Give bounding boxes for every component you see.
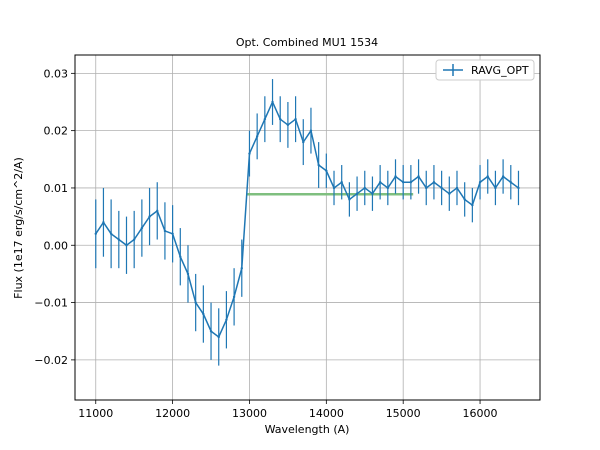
data-point [386,186,390,190]
data-point [332,186,336,190]
data-point [94,232,97,236]
data-point [448,192,451,195]
data-point [494,186,497,190]
data-point [455,186,459,190]
data-point [348,198,351,201]
data-point [401,181,405,184]
chart-title: Opt. Combined MU1 1534 [236,36,378,49]
plot-area [94,79,520,366]
data-point [294,117,297,121]
plot-frame [74,54,541,401]
data-point [317,163,320,167]
data-point [271,100,274,104]
data-point [217,335,220,339]
y-tick-label: −0.01 [34,297,68,310]
data-point [194,301,197,304]
data-point [486,175,489,178]
data-point [417,175,420,178]
data-point [209,330,213,333]
data-point [232,295,236,299]
data-point [378,181,382,184]
data-point [309,129,313,132]
legend-box [435,59,535,81]
data-point [501,175,505,178]
x-tick-label: 16000 [463,407,498,420]
data-point [302,140,305,144]
data-point [325,169,328,172]
data-point [186,272,190,276]
data-point [394,175,397,178]
data-point [463,198,466,201]
data-point [156,209,159,213]
data-point [163,229,167,233]
x-tick-label: 11000 [78,407,113,420]
data-point [363,186,366,190]
y-axis-label: Flux (1e17 erg/s/cm^2/A) [12,157,25,299]
data-point [140,226,144,230]
data-point [202,312,205,316]
data-point [117,238,121,241]
data-point [355,192,359,195]
y-tick-label: 0.00 [44,239,69,252]
x-axis-label: Wavelength (A) [265,423,350,436]
data-point [179,255,182,258]
y-axis: −0.02 −0.01 0.00 0.01 0.02 0.03 [34,67,75,367]
data-point [440,186,443,190]
y-tick-label: 0.02 [44,125,69,138]
y-tick-label: −0.02 [34,354,68,367]
data-point [255,135,259,138]
legend: RAVG_OPT [435,59,535,81]
data-point [171,232,174,236]
y-tick-label: 0.01 [44,182,69,195]
data-point [517,186,520,190]
data-point [109,232,113,236]
data-point [509,181,512,184]
data-point [432,181,436,184]
y-tick-label: 0.03 [44,67,69,80]
data-point [240,266,243,270]
grid [75,55,540,400]
x-tick-label: 12000 [155,407,190,420]
data-point [132,238,136,241]
legend-entry: RAVG_OPT [471,64,529,77]
data-point [371,192,374,195]
data-point [125,244,128,247]
data-point [248,152,251,155]
x-tick-label: 15000 [386,407,421,420]
x-axis: 11000 12000 13000 14000 15000 16000 [78,400,498,420]
data-point [286,123,290,127]
data-point [225,318,228,321]
data-point [340,181,343,184]
data-point [263,117,267,121]
x-tick-label: 13000 [232,407,267,420]
data-point [471,203,474,207]
data-point [409,181,413,184]
series-line-ravg-opt [95,100,519,339]
x-tick-label: 14000 [309,407,344,420]
data-point [425,186,428,190]
data-point [279,117,282,121]
data-point [478,181,482,184]
data-point [148,215,151,218]
data-point [102,221,105,224]
